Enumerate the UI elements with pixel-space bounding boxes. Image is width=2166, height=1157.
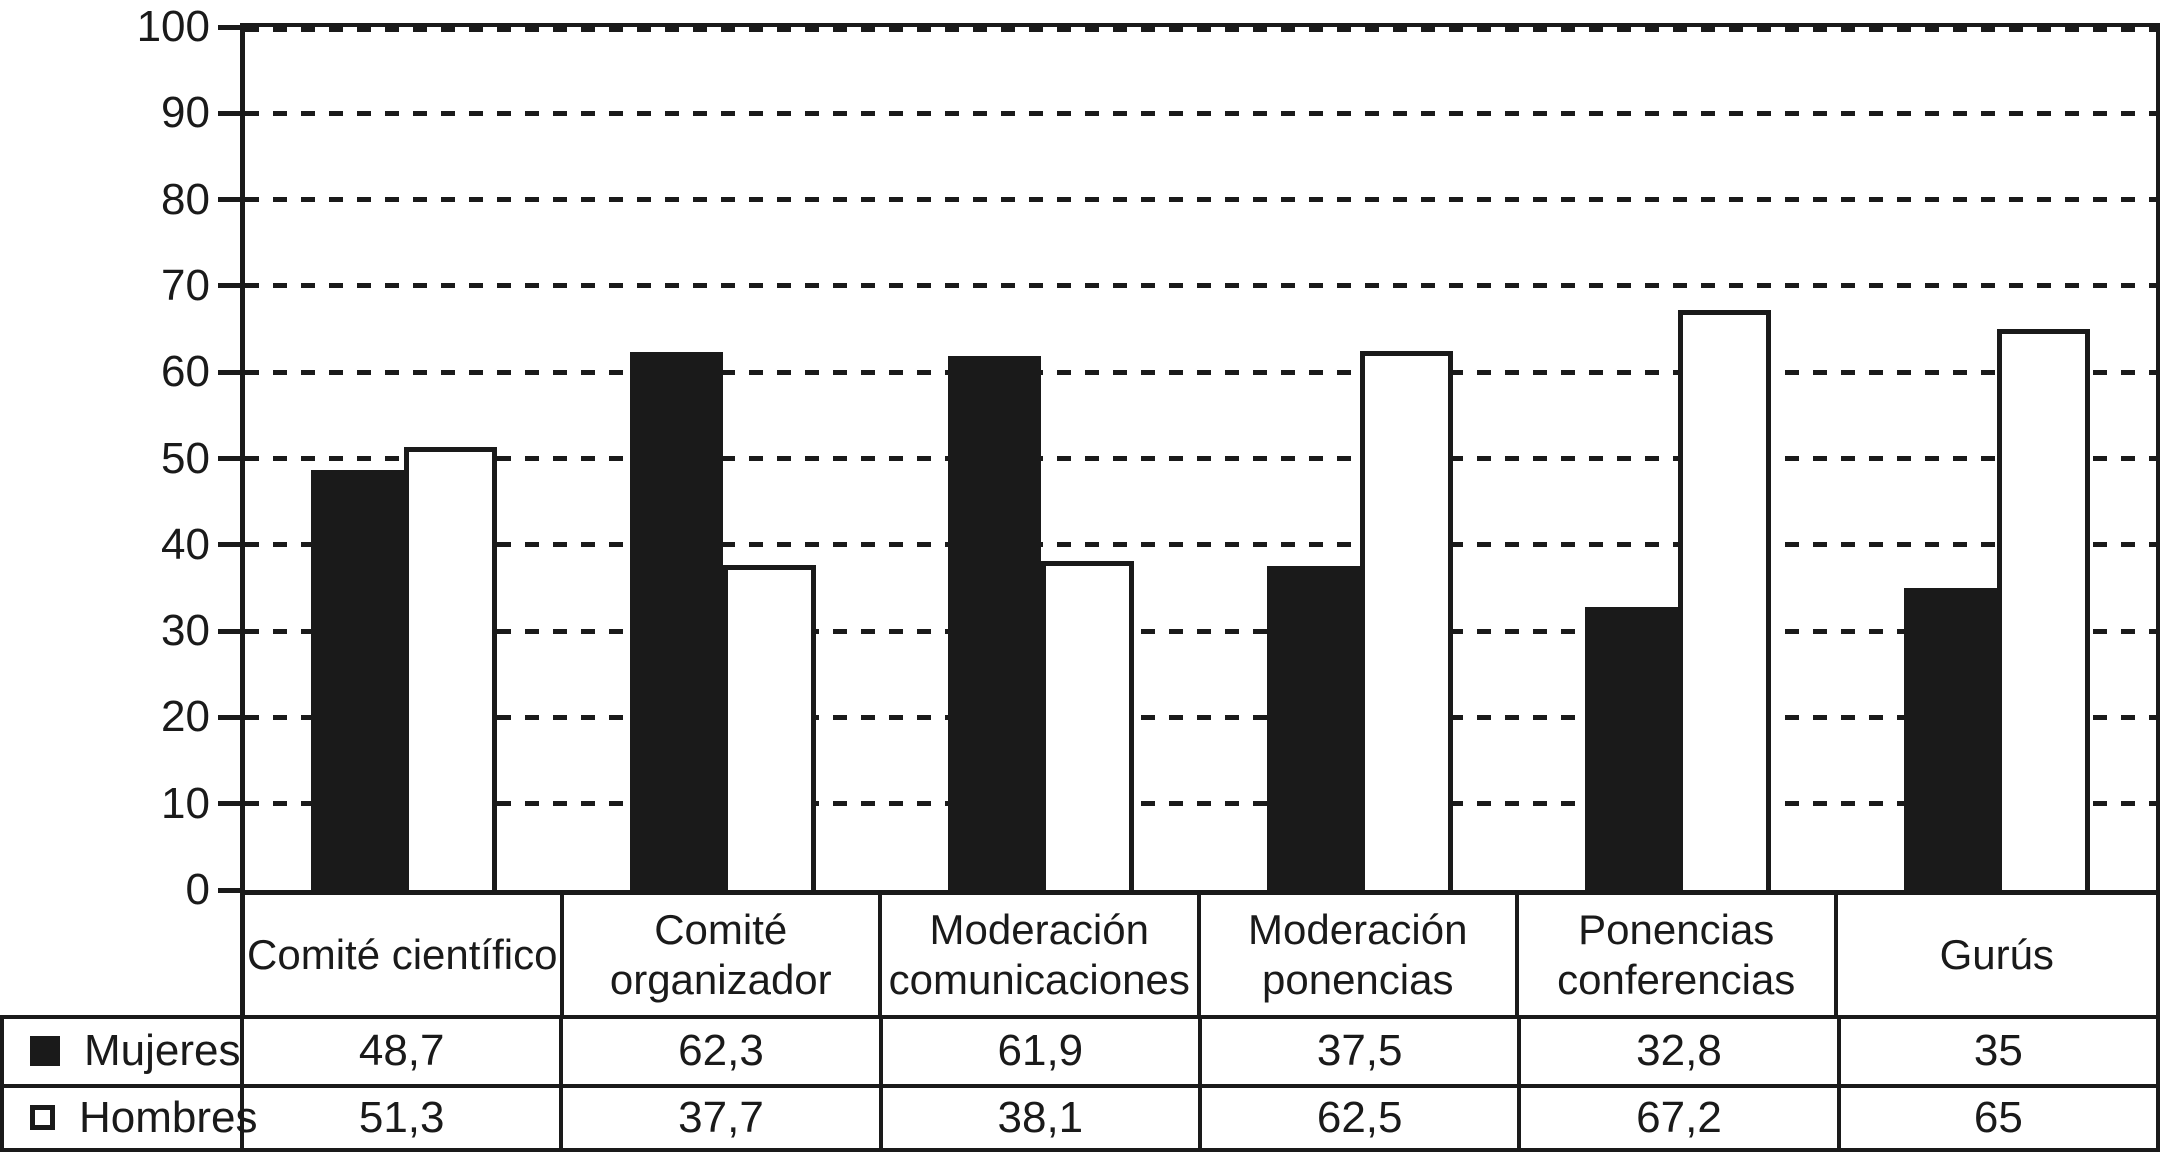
category-header-cell: Comité organizador	[564, 895, 882, 1015]
category-label-line: Gurús	[1939, 931, 2054, 978]
y-tick-label-40: 40	[161, 519, 210, 569]
y-tick-label-100: 100	[136, 2, 210, 51]
legend-and-value-table: Mujeres 48,7 62,3 61,9 37,5 32,8 35 Hombres 51,3…	[0, 1015, 2160, 1152]
category-label-line: conferencias	[1557, 956, 1796, 1003]
y-tick-label-10: 10	[161, 778, 210, 828]
category-header-cell: Moderación comunicaciones	[882, 895, 1201, 1015]
category-label-line: Moderación	[929, 906, 1149, 953]
hombres-legend-marker-icon	[30, 1105, 55, 1131]
category-header-cell: Moderación ponencias	[1201, 895, 1519, 1015]
y-tick-40	[218, 542, 245, 548]
value-cell: 67,2	[1517, 1083, 1837, 1148]
gridline-100	[245, 27, 2156, 32]
value-cell: 62,5	[1198, 1083, 1518, 1148]
value-cell: 32,8	[1517, 1019, 1836, 1084]
value-cell: 35	[1836, 1019, 2156, 1084]
mujeres-bar-5	[1585, 606, 1679, 890]
plot-area	[218, 23, 2160, 895]
y-tick-label-70: 70	[161, 260, 210, 310]
gridline-60	[245, 369, 2156, 375]
category-label-line: Comité científico	[247, 931, 558, 978]
y-tick-label-30: 30	[161, 606, 210, 656]
category-label-line: organizador	[609, 956, 832, 1003]
hombres-bar-5	[1678, 310, 1772, 890]
value-cell: 37,7	[559, 1083, 879, 1148]
hombres-bar-1	[404, 447, 498, 890]
y-tick-60	[218, 369, 245, 375]
y-tick-90	[218, 110, 245, 116]
legend-label: Hombres	[79, 1092, 258, 1142]
y-tick-label-20: 20	[161, 692, 210, 742]
value-cell: 62,3	[559, 1019, 878, 1084]
category-label-line: ponencias	[1262, 956, 1454, 1003]
legend-cell-hombres: Hombres	[4, 1083, 258, 1149]
y-tick-label-80: 80	[161, 174, 210, 224]
y-tick-10	[218, 801, 245, 807]
y-tick-100	[218, 24, 245, 30]
value-cell: 61,9	[878, 1019, 1198, 1084]
mujeres-legend-marker-icon	[30, 1036, 60, 1067]
gridline-50	[245, 456, 2156, 461]
value-cell: 51,3	[240, 1083, 560, 1148]
mujeres-bar-6	[1903, 587, 1997, 890]
mujeres-bar-4	[1266, 566, 1360, 890]
mujeres-bar-1	[311, 469, 405, 890]
gridline-90	[245, 110, 2156, 116]
value-cell: 48,7	[240, 1019, 559, 1084]
y-tick-20	[218, 714, 245, 720]
category-header-row: Comité científico Comité organizador Modera…	[240, 895, 2160, 1015]
y-tick-80	[218, 197, 245, 203]
y-tick-50	[218, 456, 245, 461]
y-tick-0	[218, 887, 245, 893]
hombres-bar-6	[1996, 329, 2090, 890]
gridline-20	[245, 714, 2156, 720]
mujeres-bar-2	[629, 352, 723, 890]
mujeres-bar-3	[948, 355, 1042, 890]
y-tick-label-90: 90	[161, 88, 210, 138]
category-label-line: Ponencias	[1578, 906, 1775, 953]
gridline-10	[245, 801, 2156, 807]
gridline-70	[245, 283, 2156, 289]
y-tick-30	[218, 628, 245, 634]
hombres-bar-2	[722, 564, 816, 890]
value-cell: 38,1	[878, 1083, 1198, 1148]
gridline-80	[245, 197, 2156, 203]
y-tick-label-0: 0	[185, 865, 210, 914]
gridline-40	[245, 542, 2156, 548]
category-header-cell: Ponencias conferencias	[1519, 895, 1838, 1015]
category-label-line: comunicaciones	[888, 956, 1190, 1003]
y-tick-label-60: 60	[161, 347, 210, 397]
category-header-cell: Gurús	[1838, 895, 2157, 1015]
legend-cell-mujeres: Mujeres	[4, 1019, 241, 1084]
hombres-bar-4	[1359, 350, 1453, 890]
category-label-line: Comité	[654, 906, 788, 953]
category-header-cell: Comité científico	[245, 895, 564, 1015]
gridline-30	[245, 628, 2156, 634]
legend-label: Mujeres	[84, 1026, 241, 1076]
category-label-line: Moderación	[1248, 906, 1468, 953]
hombres-bar-3	[1041, 561, 1135, 890]
value-cell: 65	[1836, 1083, 2156, 1148]
value-cell: 37,5	[1198, 1019, 1517, 1084]
y-tick-70	[218, 283, 245, 289]
y-tick-label-50: 50	[161, 433, 210, 483]
